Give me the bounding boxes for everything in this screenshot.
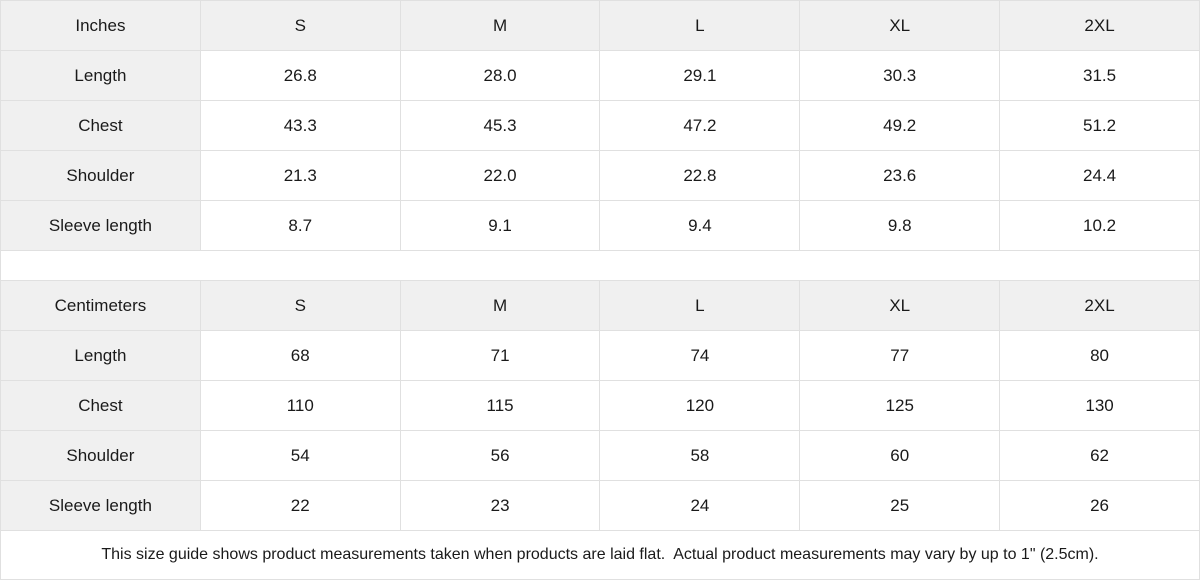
size-header-cell: M [400, 281, 601, 331]
value-cell: 110 [200, 381, 401, 431]
value-cell: 62 [1000, 431, 1199, 481]
value-cell: 26 [1000, 481, 1199, 531]
table-row: Length 68 71 74 77 80 [1, 331, 1199, 381]
size-guide-note: This size guide shows product measuremen… [1, 531, 1199, 579]
size-header-cell: L [600, 281, 801, 331]
value-cell: 58 [600, 431, 801, 481]
value-cell: 10.2 [1000, 201, 1199, 251]
value-cell: 8.7 [200, 201, 401, 251]
table-row: Sleeve length 22 23 24 25 26 [1, 481, 1199, 531]
table-header-row: Centimeters S M L XL 2XL [1, 281, 1199, 331]
size-header-cell: 2XL [1000, 1, 1199, 51]
unit-header-cell: Centimeters [1, 281, 201, 331]
value-cell: 45.3 [400, 101, 601, 151]
value-cell: 26.8 [200, 51, 401, 101]
row-label-cell: Shoulder [1, 151, 201, 201]
value-cell: 115 [400, 381, 601, 431]
row-label-cell: Length [1, 51, 201, 101]
row-label-cell: Shoulder [1, 431, 201, 481]
value-cell: 60 [800, 431, 1001, 481]
value-cell: 23.6 [800, 151, 1001, 201]
table-row: Shoulder 21.3 22.0 22.8 23.6 24.4 [1, 151, 1199, 201]
value-cell: 9.8 [800, 201, 1001, 251]
size-header-cell: S [200, 1, 401, 51]
size-table-inches: Inches S M L XL 2XL Length 26.8 28.0 29.1 30.3 31.5… [1, 1, 1199, 251]
value-cell: 47.2 [600, 101, 801, 151]
table-spacer [1, 251, 1199, 281]
value-cell: 51.2 [1000, 101, 1199, 151]
row-label-cell: Length [1, 331, 201, 381]
row-label-cell: Sleeve length [1, 481, 201, 531]
table-row: Sleeve length 8.7 9.1 9.4 9.8 10.2 [1, 201, 1199, 251]
value-cell: 22.0 [400, 151, 601, 201]
value-cell: 22.8 [600, 151, 801, 201]
value-cell: 30.3 [800, 51, 1001, 101]
size-header-cell: M [400, 1, 601, 51]
table-header-row: Inches S M L XL 2XL [1, 1, 1199, 51]
value-cell: 71 [400, 331, 601, 381]
value-cell: 80 [1000, 331, 1199, 381]
value-cell: 77 [800, 331, 1001, 381]
table-row: Chest 110 115 120 125 130 [1, 381, 1199, 431]
value-cell: 25 [800, 481, 1001, 531]
value-cell: 43.3 [200, 101, 401, 151]
value-cell: 74 [600, 331, 801, 381]
value-cell: 68 [200, 331, 401, 381]
value-cell: 125 [800, 381, 1001, 431]
value-cell: 23 [400, 481, 601, 531]
size-header-cell: XL [800, 281, 1001, 331]
size-header-cell: XL [800, 1, 1001, 51]
value-cell: 24.4 [1000, 151, 1199, 201]
value-cell: 9.1 [400, 201, 601, 251]
size-header-cell: S [200, 281, 401, 331]
size-header-cell: 2XL [1000, 281, 1199, 331]
value-cell: 29.1 [600, 51, 801, 101]
value-cell: 22 [200, 481, 401, 531]
table-row: Shoulder 54 56 58 60 62 [1, 431, 1199, 481]
unit-header-cell: Inches [1, 1, 201, 51]
row-label-cell: Sleeve length [1, 201, 201, 251]
table-row: Length 26.8 28.0 29.1 30.3 31.5 [1, 51, 1199, 101]
value-cell: 28.0 [400, 51, 601, 101]
table-row: Chest 43.3 45.3 47.2 49.2 51.2 [1, 101, 1199, 151]
value-cell: 56 [400, 431, 601, 481]
value-cell: 49.2 [800, 101, 1001, 151]
size-table-centimeters: Centimeters S M L XL 2XL Length 68 71 74 77 80 Chest… [1, 281, 1199, 531]
value-cell: 9.4 [600, 201, 801, 251]
value-cell: 21.3 [200, 151, 401, 201]
row-label-cell: Chest [1, 381, 201, 431]
value-cell: 31.5 [1000, 51, 1199, 101]
size-header-cell: L [600, 1, 801, 51]
value-cell: 130 [1000, 381, 1199, 431]
value-cell: 24 [600, 481, 801, 531]
value-cell: 54 [200, 431, 401, 481]
value-cell: 120 [600, 381, 801, 431]
row-label-cell: Chest [1, 101, 201, 151]
